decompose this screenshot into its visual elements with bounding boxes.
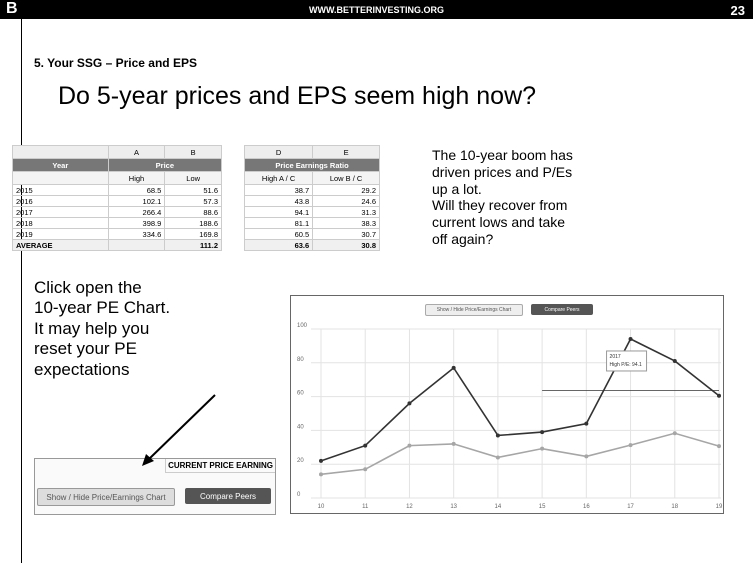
table-cell: 43.8 (243, 195, 314, 207)
site-url: WWW.BETTERINVESTING.ORG (309, 5, 444, 15)
point (363, 443, 368, 448)
x-tick-label: 10 (318, 504, 325, 510)
x-tick-label: 13 (450, 504, 457, 510)
note: The 10-year boom has driven prices and P/… (432, 147, 573, 248)
headline: Do 5-year prices and EPS seem high now? (58, 82, 537, 110)
button[interactable]: Compare Peers (531, 304, 593, 315)
note-line: driven prices and P/Es (432, 163, 573, 180)
note-line: The 10-year boom has (432, 147, 573, 163)
chart-frame: Show / Hide Price/Earnings Chart Compare… (290, 295, 724, 514)
table-cell (12, 171, 109, 185)
tooltip-title: 2017 (610, 354, 621, 360)
point (584, 421, 589, 426)
logo: B (6, 0, 18, 17)
table-cell: 57.3 (164, 195, 222, 207)
series-line (320, 432, 720, 476)
table-row: Price Earnings Ratio (244, 158, 380, 172)
x-tick-label: 14 (495, 504, 502, 510)
point (628, 336, 633, 341)
instruction-line: It may help you (34, 318, 150, 338)
x-tick-label: 15 (539, 504, 546, 510)
table-cell: E (312, 145, 380, 159)
pe-chart: 0 20 40 60 80 100 10 11 12 13 14 15 16 17 18 19 2017 High… (297, 323, 723, 510)
point (451, 441, 456, 446)
point (319, 472, 323, 477)
point (319, 458, 323, 463)
x-tick-label: 17 (627, 504, 634, 510)
panel: CURRENT PRICE EARNING Show / Hide Price/… (34, 458, 276, 515)
table-cell (12, 145, 109, 159)
table-row: 94.1 31.3 (243, 206, 380, 218)
point (451, 365, 456, 370)
price-table: A B Year Price High Low 2015 68.5 51.6 2016 102.1 5… (12, 145, 223, 251)
y-tick-label: 100 (297, 323, 308, 329)
x-tick-label: 19 (716, 504, 723, 510)
table-row: 63.6 30.8 (243, 239, 380, 251)
pe-table: D E Price Earnings Ratio High A / C Low B / … (243, 145, 380, 251)
table-cell: D (243, 145, 314, 159)
point (628, 443, 633, 448)
header-bar (0, 0, 753, 19)
button[interactable]: Show / Hide Price/Earnings Chart (37, 488, 175, 506)
table-cell: 63.6 (243, 239, 314, 251)
point (717, 393, 721, 398)
table-cell: Price (107, 158, 223, 172)
y-tick-label: 60 (297, 391, 304, 397)
tooltip-text: High P/E: 94.1 (610, 362, 642, 368)
y-tick-label: 80 (297, 357, 304, 363)
point (540, 430, 545, 435)
instruction-line: Click open the (34, 278, 142, 297)
table-row: 43.8 24.6 (243, 195, 380, 207)
point (672, 431, 677, 436)
arrow (147, 394, 216, 461)
point (672, 358, 677, 363)
tooltip (606, 350, 648, 372)
point (717, 444, 721, 449)
y-tick-label: 20 (297, 458, 304, 464)
series-line (320, 337, 720, 462)
arrow-head (142, 454, 154, 466)
x-tick-label: 18 (671, 504, 678, 510)
instructions: Click open the 10-year PE Chart. It may he… (34, 278, 170, 380)
panel-title: CURRENT PRICE EARNING (165, 459, 275, 473)
instruction-line: 10-year PE Chart. (34, 298, 171, 318)
point (407, 401, 412, 406)
x-tick-label: 12 (406, 504, 413, 510)
note-line: off again? (432, 230, 494, 247)
table-row: AVERAGE 111.2 (12, 239, 222, 251)
table-cell: 29.2 (312, 184, 380, 196)
point (407, 443, 412, 448)
page-number: 23 (730, 3, 745, 18)
button[interactable]: Compare Peers (185, 488, 271, 504)
note-line: up a lot. (432, 180, 482, 197)
table-cell: Price Earnings Ratio (244, 158, 380, 172)
instruction-line: reset your PE (34, 339, 137, 359)
section-title: 5. Your SSG – Price and EPS (34, 56, 197, 70)
point (363, 467, 368, 472)
button[interactable]: Show / Hide Price/Earnings Chart (425, 304, 523, 316)
table-cell: 111.2 (164, 239, 222, 251)
table-row: 2019 334.6 169.8 (12, 228, 222, 240)
y-tick-label: 0 (297, 492, 301, 498)
point (584, 454, 589, 459)
table-row: 2015 68.5 51.6 (12, 184, 222, 196)
point (495, 433, 500, 438)
point (540, 446, 545, 451)
table-cell: 30.8 (312, 239, 380, 251)
note-line: current lows and take (432, 214, 566, 231)
x-tick-label: 16 (583, 504, 590, 510)
left-rule (21, 19, 22, 563)
table-cell: AVERAGE (12, 239, 109, 251)
table-row: 38.7 29.2 (243, 184, 380, 196)
table-row: 2016 102.1 57.3 (12, 195, 222, 207)
note-line: Will they recover from (432, 197, 568, 214)
x-tick-label: 11 (362, 504, 369, 510)
y-tick-label: 40 (297, 424, 304, 430)
point (495, 455, 500, 460)
instruction-line: expectations (34, 359, 130, 379)
